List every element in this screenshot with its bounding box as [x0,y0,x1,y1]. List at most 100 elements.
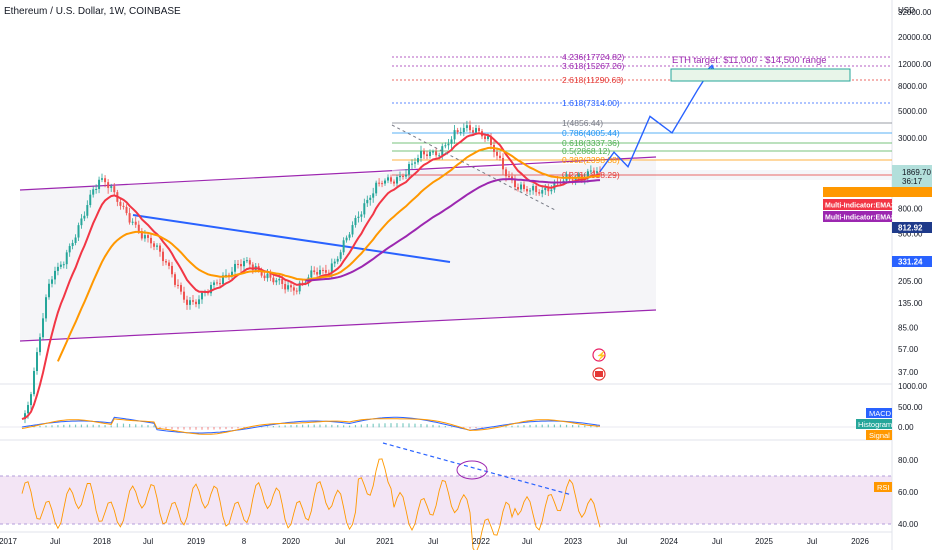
macd-histogram-bar [343,425,345,428]
fib-level-label: 3.618(15267.26) [562,61,625,71]
ema-slow-line [305,178,601,282]
candle-body [408,164,410,175]
candle-body [390,177,392,182]
candle-body [240,264,242,267]
macd-badge-text: MACD [869,409,892,418]
macd-histogram-bar [505,426,507,428]
price-tick-label: 135.00 [898,299,923,308]
fib-level-label: 0.5(2868.12) [562,146,610,156]
candle-body [269,273,272,278]
macd-histogram-bar [237,427,239,429]
signal-badge-text: Signal [869,431,890,440]
macd-tick-label: 500.00 [898,403,923,412]
macd-histogram-bar [80,424,83,428]
candle-body [595,171,598,173]
candle-body [174,274,176,285]
candle-body [101,178,103,180]
macd-histogram-bar [313,424,315,428]
macd-histogram-bar [402,423,404,428]
dashed-trend-rsi [382,442,573,496]
candle-body [201,292,203,300]
candle-body [225,274,227,276]
candle-body [363,203,366,215]
candle-body [321,269,324,271]
candle-body [599,171,601,173]
macd-histogram-bar [354,425,357,428]
candle-body [550,189,553,192]
macd-histogram-bar [547,424,549,428]
ema-b-label: Multi-Indicator:EMA8 [825,215,895,222]
candle-body [372,193,375,198]
dashed-trend-top [391,124,556,211]
candle-body [487,136,489,140]
candle-body [345,237,348,241]
time-label: Jul [617,537,627,546]
macd-histogram-bar [159,427,161,429]
candle-body [526,188,528,192]
ema-badge-orange [823,187,892,197]
candle-body [231,271,233,276]
macd-histogram-bar [511,425,513,428]
candle-body [544,187,547,191]
candle-body [333,261,336,264]
candle-body [574,177,577,181]
candle-body [381,183,384,185]
macd-histogram-bar [444,425,446,428]
candle-body [517,187,519,190]
candle-body [243,261,245,267]
candle-body [219,283,221,285]
candle-body [98,179,101,189]
candle-body [140,231,143,239]
macd-histogram-bar [63,424,65,428]
candle-body [30,394,32,406]
candle-body [228,274,230,276]
rsi-badge [874,482,892,492]
candle-body [295,290,298,292]
candle-body [137,224,140,232]
candle-body [384,180,386,184]
macd-histogram-bar [129,423,131,428]
macd-histogram-bar [408,423,410,428]
candle-body [342,240,345,253]
fib-level-label: 1.618(7314.00) [562,98,620,108]
macd-histogram-bar [225,427,227,430]
price-tick-label: 5000.00 [898,107,927,116]
fib-level-label: 4.236(17724.82) [562,52,625,62]
candle-body [89,194,92,206]
macd-histogram-bar [384,423,386,428]
candle-body [275,280,278,283]
candle-body [357,216,360,218]
candle-body [150,237,152,244]
macd-histogram-bar [284,425,286,428]
candle-body [571,179,574,181]
candle-body [74,237,77,243]
macd-histogram-bar [523,425,525,428]
candle-body [62,264,65,266]
candle-body [168,262,170,266]
lightning-icon[interactable] [592,348,606,362]
macd-histogram-bar [319,424,321,428]
candle-body [429,151,431,157]
macd-tick-label: 0.00 [898,423,914,432]
signal-badge [866,430,892,440]
price-tick-label: 8000.00 [898,82,927,91]
macd-histogram-bar [171,427,173,430]
candle-body [396,177,398,184]
macd-histogram-bar [529,424,531,428]
macd-histogram-bar [98,424,100,428]
candle-body [465,125,468,128]
price-badge-331 [892,256,932,267]
candle-body [48,283,50,298]
candle-body [420,151,422,159]
macd-histogram-bar [559,424,562,428]
price-tick-label: 12000.00 [898,60,932,69]
rsi-tick-label: 40.00 [898,520,919,529]
candle-body [195,301,197,305]
candle-body [245,260,248,262]
macd-histogram-bar [122,423,125,428]
candle-body [216,282,218,284]
candle-body [547,187,550,192]
candle-body [251,264,254,271]
fib-level-label: 0.618(3337.36) [562,138,620,148]
